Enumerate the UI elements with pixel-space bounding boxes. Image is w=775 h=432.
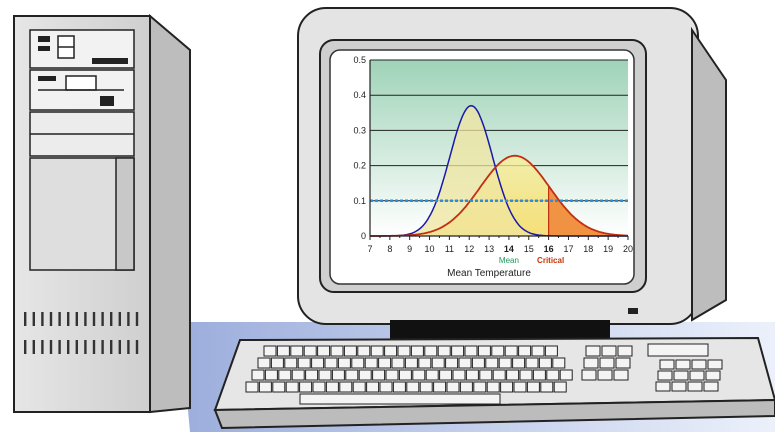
temperature-chart: 0 0.1 0.2 0.3 0.4 0.5 7 8 9 10 11 12 13 14 15 16 17 18 19… xyxy=(353,55,633,279)
critical-region-fill xyxy=(548,185,628,236)
x-tick-label: 15 xyxy=(524,244,534,254)
y-tick-label: 0.3 xyxy=(353,125,366,135)
y-tick-label: 0.1 xyxy=(353,196,366,206)
keyboard-keys xyxy=(245,343,723,405)
x-tick-label: 11 xyxy=(445,244,454,254)
x-tick-label: 7 xyxy=(367,244,372,254)
y-tick-label: 0.2 xyxy=(353,161,366,171)
y-tick-label: 0 xyxy=(361,231,366,241)
x-tick-label: 20 xyxy=(623,244,633,254)
mean-annotation: Mean xyxy=(499,256,519,265)
x-tick-label: 8 xyxy=(387,244,392,254)
y-tick-label: 0.4 xyxy=(353,90,366,100)
keyboard xyxy=(213,336,775,430)
x-tick-label: 9 xyxy=(407,244,412,254)
wide-distribution-curve xyxy=(370,154,628,237)
x-tick-label: 12 xyxy=(464,244,474,254)
vent-grille-top xyxy=(24,312,139,326)
x-tick-label: 10 xyxy=(425,244,435,254)
x-tick-label: 19 xyxy=(603,244,613,254)
y-tick-labels: 0 0.1 0.2 0.3 0.4 0.5 xyxy=(353,55,366,241)
x-tick-label: 17 xyxy=(563,244,573,254)
x-tick-label: 14 xyxy=(504,244,514,254)
x-tick-label: 18 xyxy=(583,244,593,254)
tower-case xyxy=(13,13,191,414)
x-tick-label: 16 xyxy=(544,244,554,254)
distribution-fills xyxy=(370,105,628,236)
axes xyxy=(369,60,629,240)
y-tick-label: 0.5 xyxy=(353,55,366,65)
x-axis-label: Mean Temperature xyxy=(447,268,531,279)
x-tick-labels: 7 8 9 10 11 12 13 14 15 16 17 18 19 20 xyxy=(367,244,633,254)
x-tick-label: 13 xyxy=(484,244,494,254)
critical-annotation: Critical xyxy=(537,256,564,265)
narrow-distribution-fill xyxy=(370,105,628,236)
vent-grille-bottom xyxy=(24,340,139,354)
